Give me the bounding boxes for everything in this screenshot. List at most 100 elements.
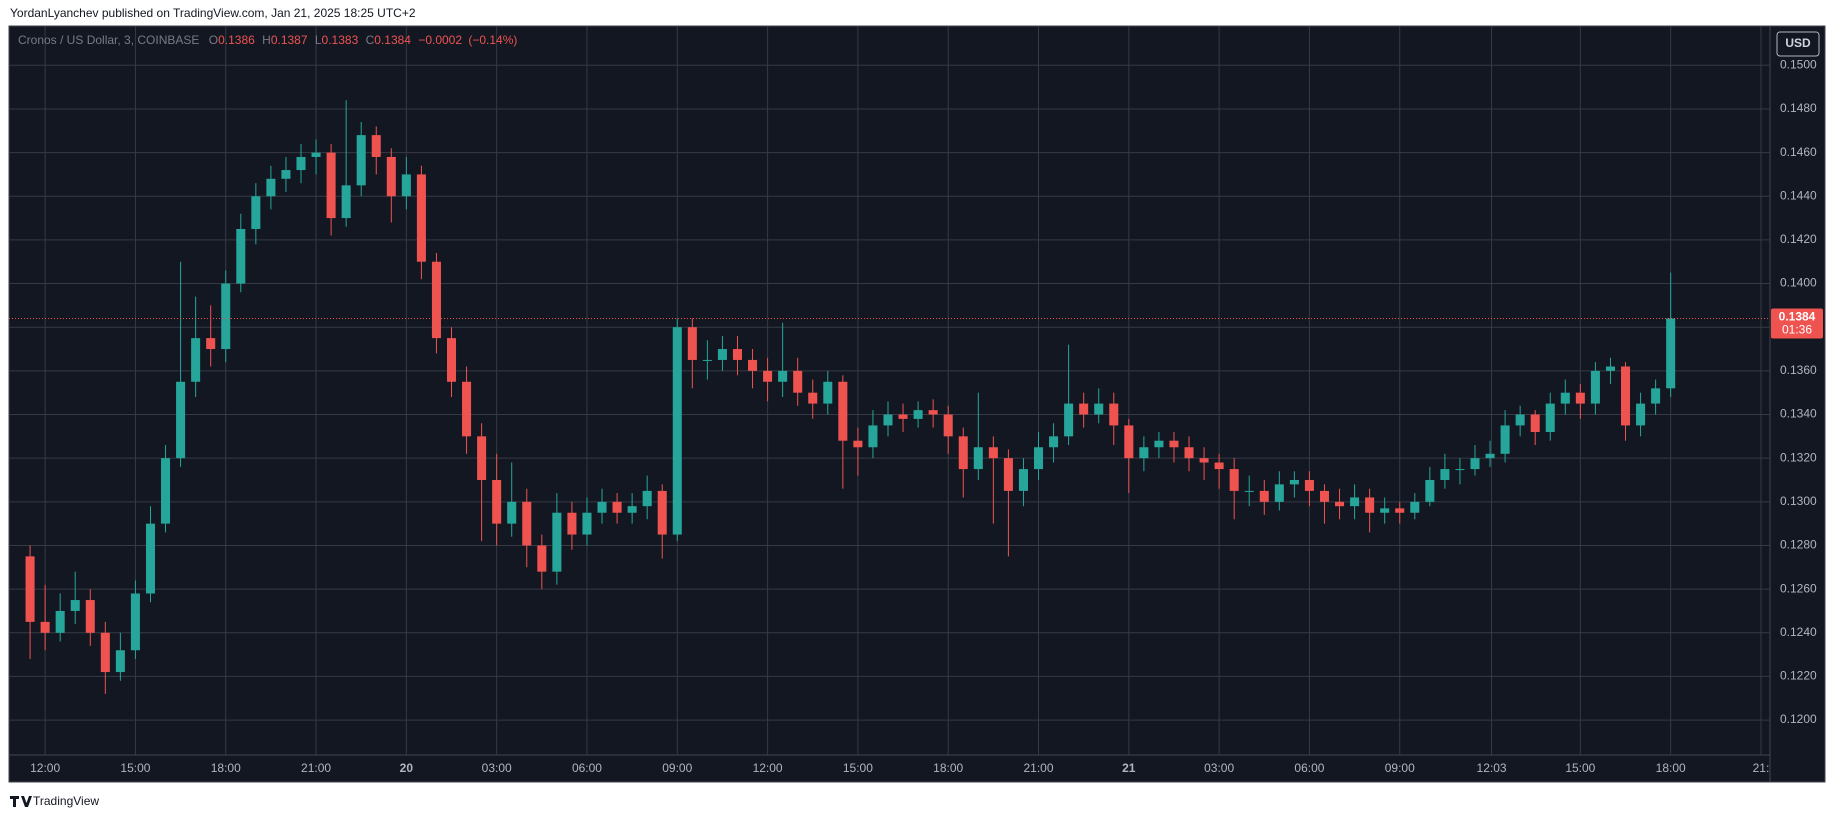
candle-body bbox=[1094, 403, 1104, 415]
y-tick-label: 0.1340 bbox=[1780, 407, 1817, 421]
y-tick-label: 0.1280 bbox=[1780, 538, 1817, 552]
x-tick-label: 21 bbox=[1122, 761, 1136, 775]
candle-body bbox=[326, 152, 336, 219]
candle-body bbox=[386, 156, 396, 197]
currency-button[interactable] bbox=[1776, 31, 1820, 57]
legend: Cronos / US Dollar, 3, COINBASE O0.1386 … bbox=[18, 33, 517, 47]
candle-body bbox=[1199, 458, 1209, 463]
y-tick-label: 0.1400 bbox=[1780, 276, 1817, 290]
candle-body bbox=[507, 501, 517, 524]
candle-body bbox=[657, 490, 667, 535]
candle-body bbox=[778, 370, 788, 382]
candle-body bbox=[1485, 453, 1495, 459]
candle-body bbox=[1304, 479, 1314, 491]
candle-body bbox=[597, 501, 607, 513]
candle-body bbox=[221, 283, 231, 350]
candle-body bbox=[1365, 497, 1375, 513]
candle-body bbox=[371, 135, 381, 157]
candle-body bbox=[266, 178, 276, 197]
candle-body bbox=[130, 593, 140, 651]
candle-body bbox=[717, 349, 727, 360]
x-tick-label: 12:00 bbox=[30, 761, 60, 775]
candle-body bbox=[1575, 392, 1585, 404]
candle-body bbox=[1425, 479, 1435, 502]
candle-body bbox=[1605, 366, 1615, 371]
candle-body bbox=[296, 156, 306, 171]
candle-body bbox=[1064, 403, 1074, 437]
candle-body bbox=[748, 359, 758, 371]
candle-body bbox=[1335, 501, 1345, 507]
candle-body bbox=[1033, 447, 1044, 470]
x-tick-label: 09:00 bbox=[1385, 761, 1415, 775]
candle-body bbox=[1214, 462, 1224, 470]
candle-body bbox=[311, 152, 321, 157]
candle-body bbox=[687, 327, 697, 360]
candle-body bbox=[612, 501, 622, 513]
legend-o-label: O bbox=[209, 33, 218, 47]
x-tick-label: 15:00 bbox=[1565, 761, 1595, 775]
y-tick-label: 0.1300 bbox=[1780, 494, 1817, 508]
candle-body bbox=[732, 349, 742, 360]
countdown-label: 01:36 bbox=[1782, 323, 1812, 337]
candle-body bbox=[1545, 403, 1555, 432]
candle-body bbox=[853, 440, 863, 448]
x-tick-label: 15:00 bbox=[843, 761, 873, 775]
candle-body bbox=[161, 458, 171, 524]
candle-body bbox=[1590, 370, 1600, 404]
candle-body bbox=[973, 447, 983, 470]
y-tick-label: 0.1320 bbox=[1780, 450, 1817, 464]
candle-body bbox=[1274, 484, 1284, 502]
candle-body bbox=[1079, 403, 1089, 415]
footer-logo: TradingView bbox=[10, 794, 99, 808]
x-tick-label: 03:00 bbox=[1204, 761, 1234, 775]
candle-body bbox=[1229, 469, 1239, 491]
currency[interactable]: USD bbox=[1785, 36, 1811, 50]
legend-close: 0.1384 bbox=[374, 33, 411, 47]
candle-body bbox=[1380, 508, 1390, 513]
candle-body bbox=[898, 414, 908, 419]
candle-body bbox=[341, 185, 351, 219]
y-tick-label: 0.1220 bbox=[1780, 669, 1817, 683]
x-tick-label: 06:00 bbox=[572, 761, 602, 775]
candle-body bbox=[702, 359, 712, 361]
candle-body bbox=[1289, 479, 1299, 485]
candle-body bbox=[1395, 508, 1405, 513]
x-tick-label: 20 bbox=[400, 761, 414, 775]
candle-body bbox=[25, 556, 35, 622]
candle-body bbox=[401, 174, 411, 197]
candle-body bbox=[176, 381, 186, 459]
candle-body bbox=[1560, 392, 1570, 404]
legend-low: 0.1383 bbox=[322, 33, 359, 47]
candle-body bbox=[943, 414, 953, 437]
candle-body bbox=[1259, 490, 1269, 502]
last-price-tag bbox=[1771, 308, 1823, 339]
candle-body bbox=[567, 512, 577, 535]
candle-body bbox=[70, 600, 80, 611]
y-tick-label: 0.1480 bbox=[1780, 101, 1817, 115]
legend-c-label: C bbox=[366, 33, 375, 47]
candle-body bbox=[763, 370, 773, 382]
legend-change-pct: (−0.14%) bbox=[468, 33, 517, 47]
x-tick-label: 21:00 bbox=[1023, 761, 1053, 775]
candle-body bbox=[191, 338, 201, 382]
candle-body bbox=[823, 381, 833, 404]
candle-body bbox=[251, 196, 261, 229]
candle-body bbox=[928, 410, 938, 415]
candle-body bbox=[1169, 440, 1179, 448]
last-price-label: 0.1384 bbox=[1779, 310, 1816, 324]
y-tick-label: 0.1200 bbox=[1780, 712, 1817, 726]
candle-body bbox=[85, 600, 95, 633]
candle-body bbox=[1666, 318, 1676, 389]
candle-body bbox=[236, 228, 246, 284]
x-tick-label: 12:03 bbox=[1477, 761, 1507, 775]
y-tick-label: 0.1260 bbox=[1780, 581, 1817, 595]
candle-body bbox=[1470, 458, 1480, 470]
x-tick-label: 09:00 bbox=[662, 761, 692, 775]
x-tick-label: 18:00 bbox=[211, 761, 241, 775]
legend-symbol: Cronos / US Dollar, 3, COINBASE bbox=[18, 33, 199, 47]
candle-body bbox=[1124, 425, 1134, 459]
y-tick-label: 0.1500 bbox=[1780, 57, 1817, 71]
candle-body bbox=[642, 490, 652, 507]
candle-body bbox=[988, 447, 998, 459]
x-tick-label: 18:00 bbox=[933, 761, 963, 775]
